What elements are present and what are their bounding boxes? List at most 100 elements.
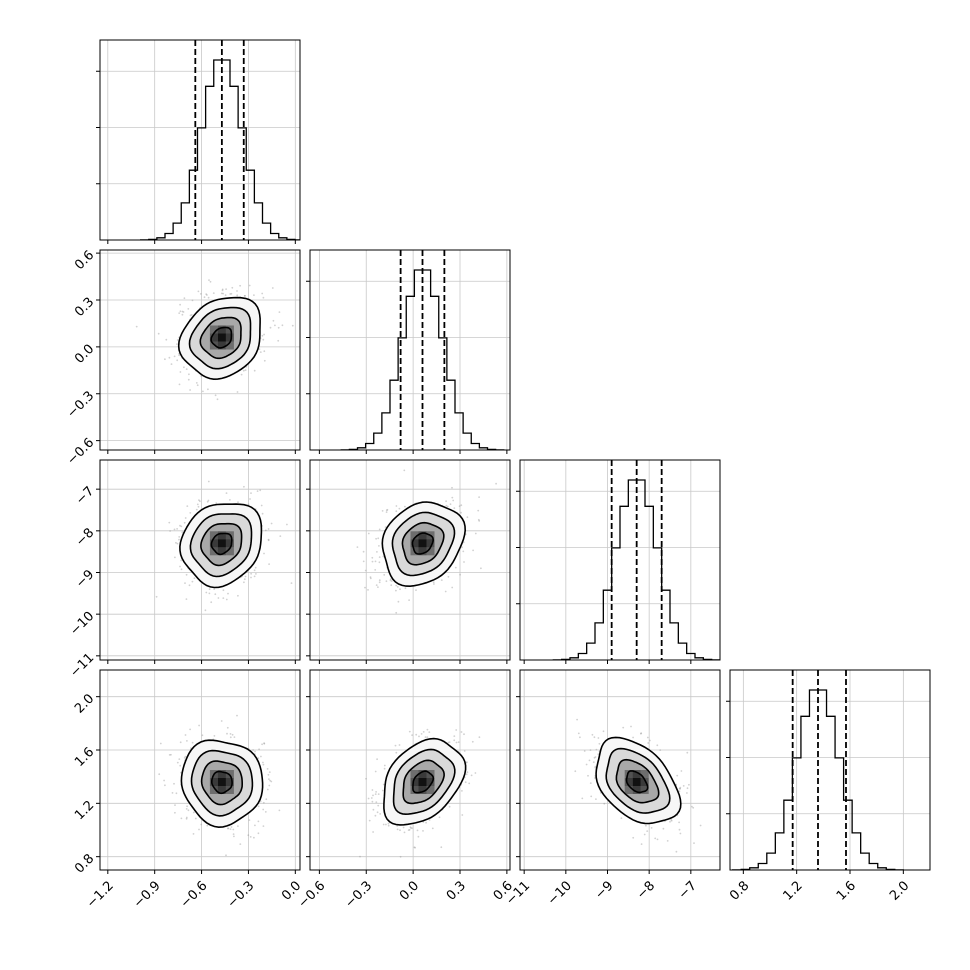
sample-point: [594, 766, 597, 769]
contour-level-1: [200, 522, 243, 567]
density-core-cell: [418, 531, 427, 540]
sample-point: [178, 536, 181, 538]
sample-point: [670, 818, 672, 821]
sample-point: [387, 822, 390, 825]
hist-panel-0-x-ticks: [107, 240, 296, 244]
x-tick-label: 0.8: [727, 878, 752, 903]
sample-point: [229, 736, 232, 739]
contour-level-2: [189, 513, 253, 578]
contour-level-1: [402, 759, 445, 805]
density-core-cell: [418, 786, 427, 794]
sample-point: [428, 731, 431, 733]
sample-point: [184, 755, 187, 758]
sample-point: [176, 528, 179, 530]
sample-point: [594, 765, 597, 768]
density-core-cell: [225, 778, 234, 786]
density-core-cell: [209, 531, 218, 540]
density-core-cell: [209, 333, 218, 342]
sample-point: [463, 750, 466, 752]
sample-point: [597, 753, 600, 755]
sample-point: [233, 736, 236, 738]
sample-point: [646, 830, 649, 832]
sample-point: [191, 741, 194, 744]
sample-point: [201, 734, 204, 737]
sample-point: [186, 740, 188, 742]
density-core-cell: [217, 333, 226, 342]
sample-point: [415, 733, 418, 736]
sample-point: [374, 770, 377, 773]
y-tick-label: −0.6: [64, 435, 97, 468]
hist-panel-1-frame: [309, 249, 511, 451]
sample-point: [243, 581, 245, 584]
sample-point: [378, 528, 381, 531]
sample-point: [191, 580, 194, 583]
sample-point: [593, 756, 596, 759]
density-core-cell: [217, 786, 226, 794]
sample-point: [270, 780, 273, 783]
sample-point: [375, 584, 378, 586]
sample-point: [236, 294, 239, 297]
scatter-panel-3-2-frame: [519, 669, 721, 871]
sample-point: [189, 728, 192, 731]
sample-point: [176, 359, 179, 362]
sample-point: [253, 575, 256, 578]
sample-point: [369, 576, 372, 578]
sample-point: [458, 505, 461, 508]
density-core-cell: [410, 778, 419, 786]
sample-point: [376, 551, 378, 553]
sample-point: [659, 749, 662, 751]
sample-point: [377, 804, 380, 807]
x-tick-label: −1.2: [84, 878, 117, 911]
sample-point: [362, 550, 365, 553]
sample-point: [645, 824, 647, 827]
sample-point: [399, 829, 401, 832]
hist-panel-2-x-ticks: [523, 660, 692, 664]
sample-point: [187, 378, 190, 381]
density-core-cell: [640, 778, 649, 786]
sample-point: [183, 297, 186, 300]
scatter-panel-2-0-y-ticks: −11 −10 −9 −8 −7: [67, 484, 100, 681]
sample-point: [640, 732, 643, 735]
sample-point: [198, 724, 201, 727]
sample-point: [477, 509, 480, 512]
sample-point: [692, 806, 695, 809]
sample-point: [372, 794, 374, 797]
sample-point: [244, 294, 246, 297]
sample-point: [266, 768, 269, 770]
sample-point: [158, 773, 161, 776]
scatter-panel-3-2: [519, 669, 721, 871]
sample-point: [448, 741, 451, 743]
sample-point: [440, 579, 443, 581]
sample-point: [414, 846, 416, 849]
sample-point: [268, 771, 271, 773]
sample-point: [190, 314, 193, 316]
sample-point: [270, 522, 273, 525]
sample-point: [181, 310, 184, 313]
y-tick-label: −10: [67, 609, 97, 639]
sample-point: [590, 795, 593, 798]
sample-point: [372, 831, 374, 833]
sample-point: [264, 529, 267, 532]
sample-point: [271, 287, 274, 289]
y-tick-label: 0.6: [72, 248, 97, 273]
density-core-cell: [418, 778, 427, 786]
y-tick-label: 2.0: [72, 691, 97, 716]
hist-panel-1: [306, 249, 511, 451]
sample-point: [395, 751, 398, 754]
sample-point: [186, 505, 189, 507]
sample-point: [184, 734, 187, 736]
sample-point: [268, 778, 270, 780]
sample-point: [253, 294, 255, 296]
sample-point: [466, 771, 469, 774]
sample-point: [455, 741, 458, 744]
sample-point: [199, 500, 201, 503]
sample-point: [183, 757, 186, 759]
sample-point: [460, 731, 463, 733]
sample-point: [243, 578, 246, 581]
sample-point: [248, 819, 251, 821]
sample-point: [666, 840, 669, 842]
sample-point: [463, 561, 465, 563]
sample-point: [413, 846, 416, 849]
sample-point: [680, 770, 683, 772]
hist-panel-0-frame: [99, 39, 301, 241]
